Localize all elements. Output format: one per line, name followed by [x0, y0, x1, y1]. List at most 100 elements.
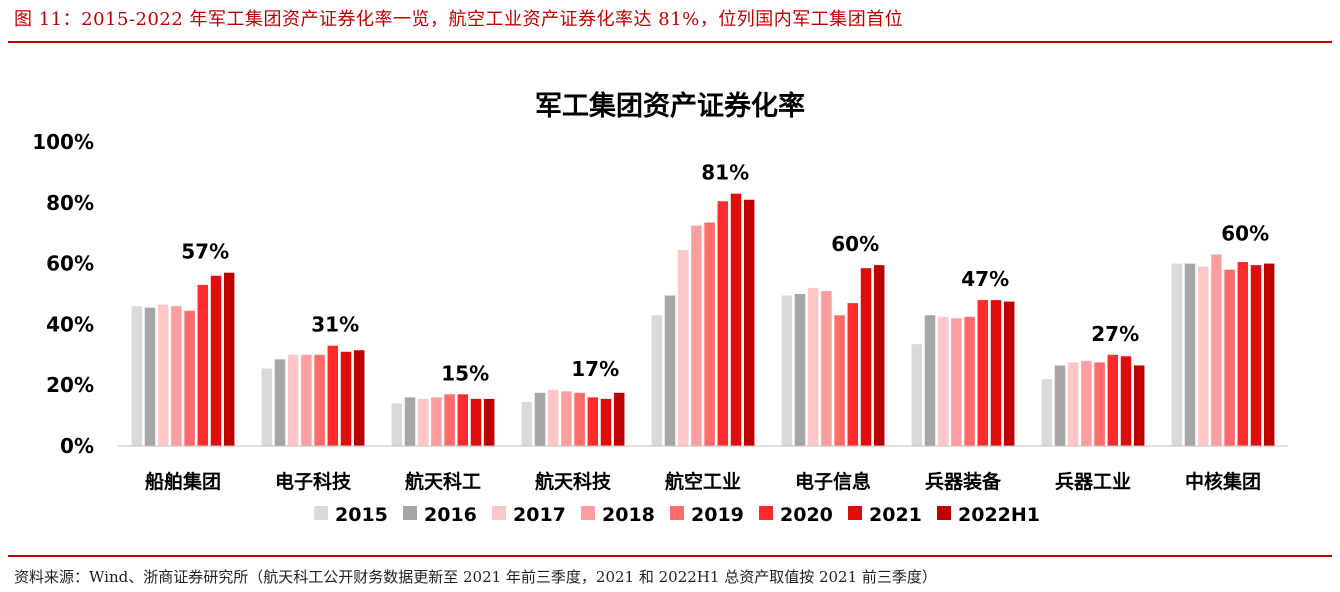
bar: [924, 315, 936, 446]
data-label: 15%: [441, 361, 489, 385]
bar: [340, 351, 352, 446]
y-tick-label: 60%: [46, 252, 94, 276]
bar: [651, 315, 663, 446]
category-label: 航空工业: [665, 470, 741, 493]
bar: [587, 397, 599, 446]
bar: [314, 354, 325, 446]
bar: [613, 392, 625, 446]
bar: [210, 275, 222, 446]
bar: [483, 398, 495, 446]
bar: [834, 315, 845, 446]
bar: [1171, 263, 1183, 446]
legend-label: 2015: [335, 504, 388, 526]
legend-swatch: [581, 506, 595, 520]
bar: [600, 398, 612, 446]
legend-label: 2019: [691, 504, 744, 526]
y-tick-label: 0%: [60, 434, 94, 458]
bar: [1263, 263, 1275, 446]
legend-label: 2018: [602, 504, 655, 526]
bar: [547, 389, 559, 446]
bar: [1003, 301, 1015, 446]
chart-title: 军工集团资产证券化率: [535, 90, 805, 122]
bar: [574, 392, 585, 446]
category-label: 电子信息: [795, 470, 871, 493]
legend-label: 2016: [424, 504, 477, 526]
bar: [171, 306, 182, 446]
y-tick-label: 20%: [46, 373, 94, 397]
bar: [144, 307, 156, 446]
bar-series: [131, 193, 1275, 446]
bar: [1107, 354, 1119, 446]
bar: [1184, 263, 1196, 446]
bar: [1250, 265, 1262, 446]
legend-label: 2020: [780, 504, 833, 526]
bar: [964, 316, 975, 446]
bar: [990, 300, 1002, 446]
bar: [730, 193, 742, 446]
y-axis: 0% 20% 40% 60% 80% 100%: [32, 130, 94, 458]
bar: [1081, 360, 1092, 446]
bar: [274, 359, 286, 446]
legend-swatch: [403, 506, 417, 520]
bar: [691, 225, 702, 446]
bar: [717, 201, 729, 446]
bar: [534, 392, 546, 446]
data-label: 47%: [961, 267, 1009, 291]
legend-swatch: [759, 506, 773, 520]
bar: [1094, 362, 1105, 446]
data-label: 60%: [1221, 222, 1269, 246]
legend-swatch: [314, 506, 328, 520]
bar: [664, 295, 676, 446]
data-labels: 57% 31% 15% 17% 81% 60% 47% 27% 60%: [181, 161, 1269, 386]
legend-label: 2022H1: [958, 504, 1040, 526]
legend-label: 2017: [513, 504, 566, 526]
bar: [391, 403, 403, 446]
category-label: 兵器装备: [925, 470, 1002, 493]
category-label: 中核集团: [1185, 470, 1261, 493]
category-label: 电子科技: [275, 470, 352, 493]
bar: [184, 310, 195, 446]
bar: [951, 318, 962, 446]
bar: [1197, 266, 1209, 446]
bar: [521, 401, 533, 446]
bar: [353, 350, 365, 446]
bar: [1211, 254, 1222, 446]
data-label: 27%: [1091, 322, 1139, 346]
bar: [743, 199, 755, 446]
data-label: 31%: [311, 313, 359, 337]
bar: [794, 294, 806, 446]
bar: [470, 398, 482, 446]
y-tick-label: 40%: [46, 312, 94, 336]
bar: [417, 398, 429, 446]
bar: [1133, 365, 1145, 446]
bar: [807, 287, 819, 446]
legend-swatch: [492, 506, 506, 520]
bar: [1237, 262, 1249, 446]
legend-swatch: [848, 506, 862, 520]
bar: [1120, 356, 1132, 446]
category-label: 兵器工业: [1055, 471, 1131, 493]
bar: [157, 304, 169, 446]
bar: [197, 284, 209, 446]
data-label: 57%: [181, 240, 229, 264]
title-divider: [8, 41, 1332, 43]
bar: [444, 394, 455, 446]
legend-label: 2021: [869, 504, 922, 526]
source-note: 资料来源：Wind、浙商证券研究所（航天科工公开财务数据更新至 2021 年前三…: [14, 568, 937, 586]
bar: [847, 303, 859, 446]
legend: 2015 2016 2017 2018 2019 2020 2021 2022H1: [314, 504, 1040, 526]
bar: [131, 306, 143, 446]
y-tick-label: 80%: [46, 191, 94, 215]
bar: [261, 368, 273, 446]
data-label: 81%: [701, 161, 749, 185]
bar: [781, 295, 793, 446]
bar: [1041, 379, 1053, 446]
bar: [977, 300, 989, 446]
source-divider: [8, 555, 1332, 557]
category-label: 航天科工: [405, 470, 481, 493]
bar: [457, 394, 469, 446]
bar: [223, 272, 235, 446]
bar: [287, 354, 299, 446]
bar: [1224, 269, 1235, 446]
bar: [327, 345, 339, 446]
